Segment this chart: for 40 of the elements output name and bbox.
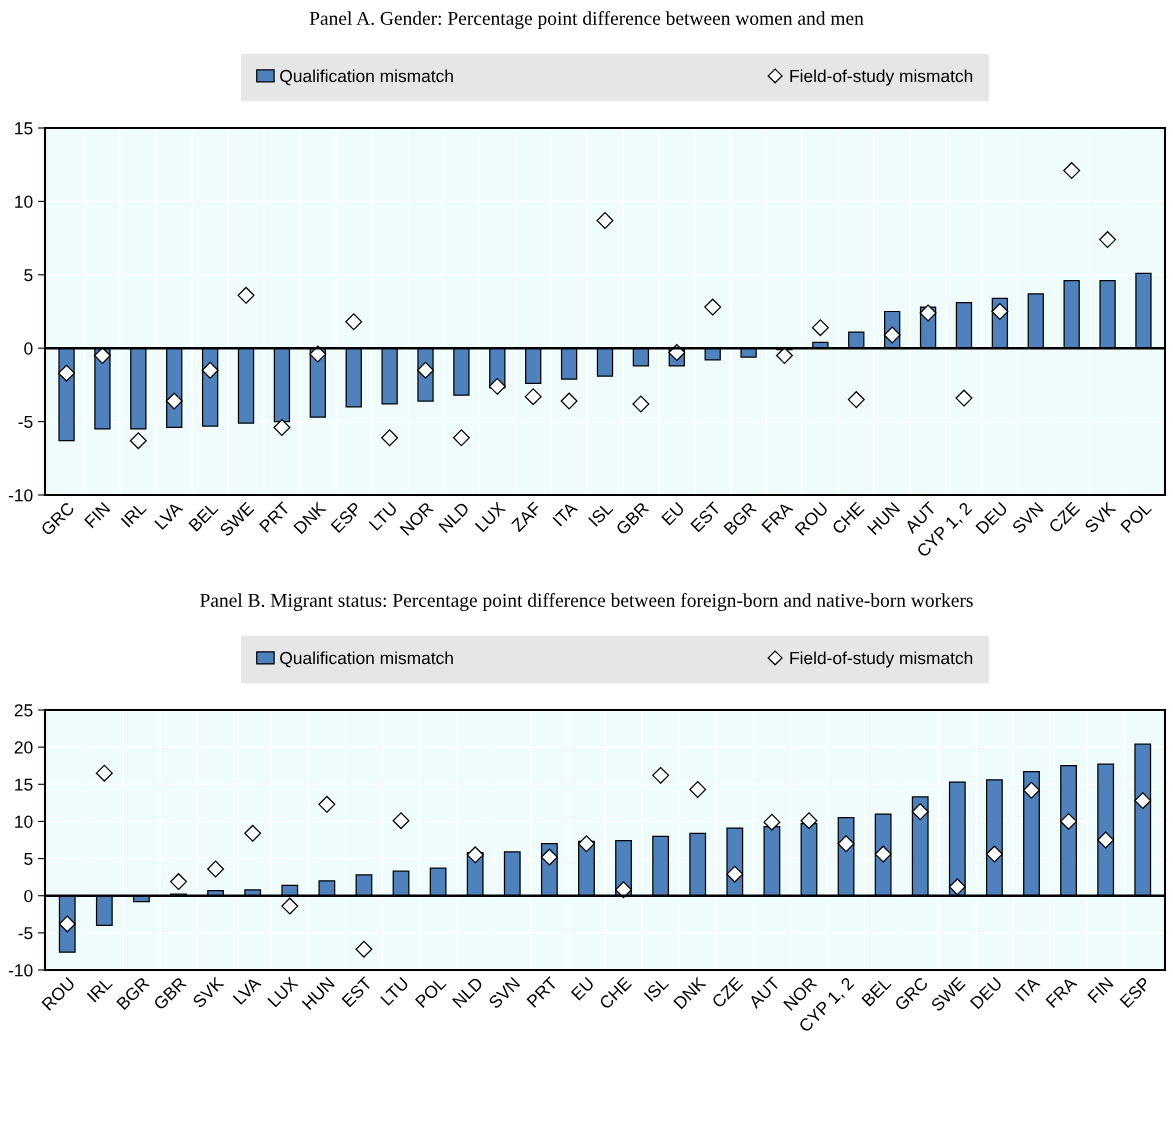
legend-label: Field-of-study mismatch bbox=[790, 69, 973, 86]
x-tick-label: FIN bbox=[84, 502, 111, 529]
x-tick-label: ITA bbox=[552, 501, 578, 527]
x-tick-label: LVA bbox=[232, 976, 262, 1005]
x-tick-label: FRA bbox=[761, 501, 794, 533]
x-tick-label: FIN bbox=[1087, 977, 1114, 1004]
x-tick-label: BEL bbox=[188, 501, 219, 532]
y-tick-label: 15 bbox=[15, 778, 33, 791]
y-tick-label: 5 bbox=[24, 852, 33, 866]
x-tick-label: IRL bbox=[120, 501, 147, 528]
x-tick-label: LTU bbox=[368, 501, 398, 531]
x-tick-label: POL bbox=[414, 976, 447, 1009]
x-tick-label: ISL bbox=[643, 976, 670, 1002]
x-tick-label: LVA bbox=[154, 501, 184, 530]
x-tick-label: EU bbox=[570, 976, 595, 1001]
y-tick-label: 0 bbox=[24, 889, 33, 903]
y-tick-label: 20 bbox=[14, 741, 33, 754]
y-tick-label: 10 bbox=[15, 815, 33, 828]
y-tick-label: -10 bbox=[8, 489, 33, 502]
legend-label: Field-of-study mismatch bbox=[790, 651, 973, 668]
x-tick-label: ISL bbox=[588, 501, 614, 527]
y-tick-label: -5 bbox=[18, 927, 33, 940]
chart-title: Panel A. Gender: Percentage point difference between women and men bbox=[309, 11, 864, 29]
chart-title: Panel B. Migrant status: Percentage point difference between foreign-born and native-born workers bbox=[200, 593, 973, 611]
y-tick-label: 15 bbox=[15, 122, 33, 135]
legend-label: Qualification mismatch bbox=[280, 69, 453, 86]
x-tick-label: LTU bbox=[380, 976, 410, 1006]
y-tick-label: -5 bbox=[18, 415, 33, 429]
legend-label: Qualification mismatch bbox=[280, 651, 453, 668]
x-tick-label: FRA bbox=[1045, 976, 1078, 1008]
x-tick-label: ITA bbox=[1014, 976, 1041, 1002]
x-tick-label: POL bbox=[1120, 501, 1153, 534]
y-tick-label: -10 bbox=[8, 964, 33, 977]
y-tick-label: 10 bbox=[15, 195, 33, 208]
y-tick-label: 0 bbox=[24, 342, 33, 355]
x-tick-label: IRL bbox=[86, 976, 113, 1003]
x-tick-label: BEL bbox=[861, 976, 892, 1007]
x-tick-label: EU bbox=[661, 501, 685, 526]
y-tick-label: 5 bbox=[24, 269, 33, 282]
y-tick-label: 25 bbox=[14, 704, 33, 717]
